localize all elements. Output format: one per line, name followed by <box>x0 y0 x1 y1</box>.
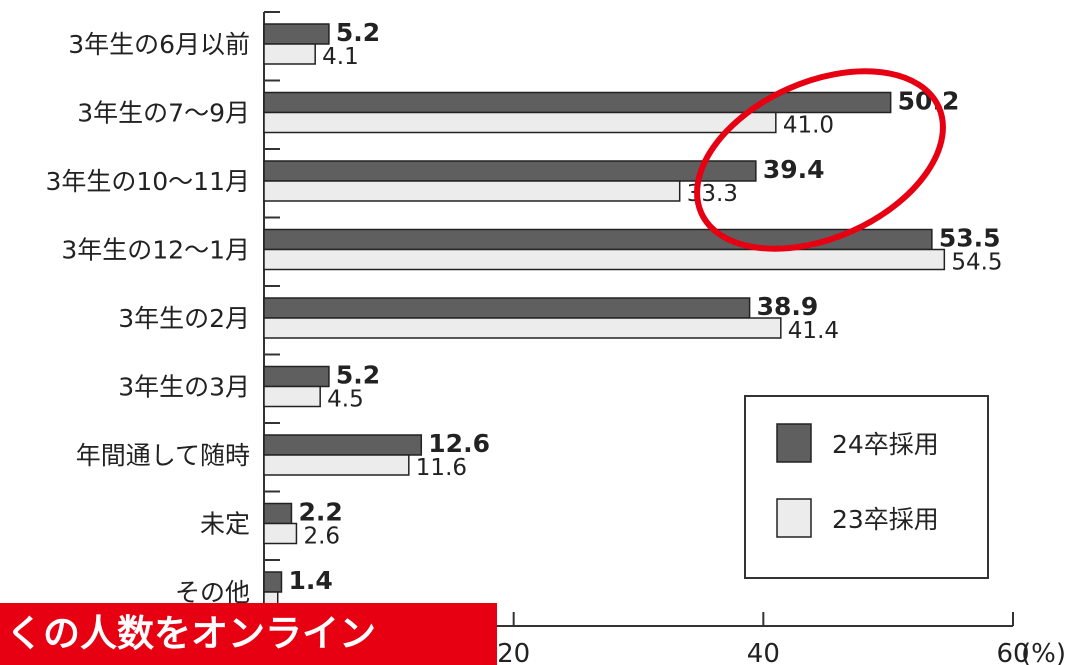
bar-23-7 <box>263 522 298 545</box>
x-tick-label: 60 <box>996 639 1029 665</box>
value-label-24: 39.4 <box>763 155 825 184</box>
bar-24-6 <box>263 434 423 456</box>
category-label: 3年生の10～11月 <box>45 167 250 196</box>
value-label-24: 38.9 <box>757 292 819 321</box>
legend-swatch-0 <box>776 423 812 463</box>
bar-24-5 <box>263 365 330 388</box>
bar-23-0 <box>263 43 316 65</box>
bar-24-0 <box>263 23 330 45</box>
legend-label-1: 23卒採用 <box>832 505 939 534</box>
bar-24-7 <box>263 502 293 525</box>
category-label: 年間通して随時 <box>76 441 250 470</box>
value-label-24: 5.2 <box>336 361 380 390</box>
bar-23-2 <box>263 180 681 202</box>
value-label-23: 4.5 <box>327 387 364 413</box>
value-label-23: 54.5 <box>951 250 1002 276</box>
value-label-24: 12.6 <box>428 429 490 458</box>
bar-24-4 <box>263 297 751 319</box>
legend-label-0: 24卒採用 <box>832 430 939 459</box>
value-label-23: 11.6 <box>416 455 467 481</box>
value-label-23: 2.6 <box>303 524 340 550</box>
value-label-23: 4.1 <box>322 44 359 70</box>
category-label: 3年生の12～1月 <box>61 236 250 265</box>
x-tick-label: 20 <box>497 639 530 665</box>
bar-24-8 <box>263 571 283 593</box>
category-label: 3年生の2月 <box>118 304 250 333</box>
category-label: 3年生の3月 <box>118 373 250 402</box>
legend-swatch-1 <box>776 498 812 538</box>
bar-24-2 <box>263 160 757 182</box>
value-label-24: 2.2 <box>298 498 342 527</box>
bar-23-5 <box>263 385 321 408</box>
category-label: 3年生の7～9月 <box>77 99 250 128</box>
bar-23-1 <box>263 111 777 134</box>
bar-23-4 <box>263 317 782 339</box>
value-label-24: 5.2 <box>336 18 380 47</box>
category-label: 3年生の6月以前 <box>68 30 250 59</box>
highlight-ellipse <box>694 68 946 252</box>
value-label-24: 1.4 <box>288 566 332 595</box>
caption-banner: くの人数をオンライン <box>0 603 497 665</box>
x-tick-label: 40 <box>747 639 780 665</box>
value-label-23: 41.0 <box>783 113 834 139</box>
value-label-23: 41.4 <box>788 318 839 344</box>
bar-24-1 <box>263 91 892 114</box>
bar-23-6 <box>263 454 410 476</box>
value-label-24: 53.5 <box>939 224 1001 253</box>
category-label: その他 <box>175 578 250 607</box>
category-label: 未定 <box>200 510 250 539</box>
x-axis-unit: (%) <box>1021 639 1066 665</box>
bar-23-3 <box>263 248 946 271</box>
